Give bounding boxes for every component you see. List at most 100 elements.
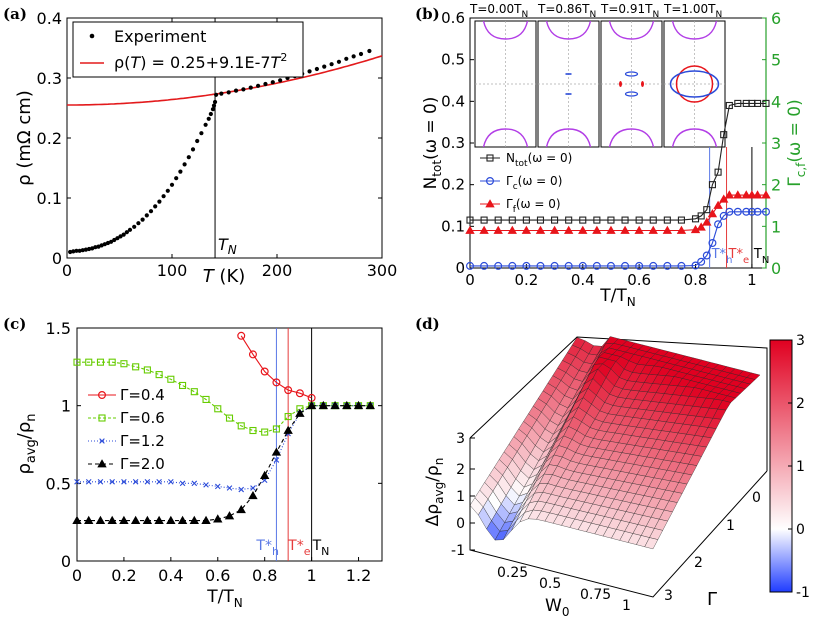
panel-b-vline-label: T*e	[728, 247, 750, 266]
experiment-point	[178, 169, 183, 174]
panel-b-vline-label: TN	[753, 247, 769, 266]
experiment-point	[121, 232, 126, 237]
panel-c-marker	[107, 515, 117, 525]
panel-c-marker	[249, 426, 257, 435]
panel-b-xtick-label: 0.6	[627, 271, 651, 289]
panel-a-ytick-label: 0	[52, 249, 62, 268]
panel-a-xtick-label: 300	[367, 261, 398, 280]
panel-d-ztick-label: 1	[456, 489, 465, 505]
panel-b-marker	[466, 216, 474, 224]
panel-c-ticks: 0 0.2 0.4 0.6 0.8 1 1.2 0 0.5 1 1.5	[46, 319, 382, 585]
experiment-point	[210, 107, 216, 112]
experiment-point	[157, 199, 162, 204]
panel-c-xtick-label: 0	[72, 566, 82, 585]
legend-marker	[486, 154, 494, 162]
panel-b-marker	[579, 216, 587, 224]
colorbar-tick-label: 3	[796, 333, 805, 349]
experiment-point	[190, 147, 196, 152]
panel-b-marker	[649, 261, 658, 270]
experiment-point	[71, 249, 76, 254]
experiment-point	[68, 249, 73, 255]
experiment-point	[127, 227, 133, 232]
pocket-ellipse	[624, 71, 639, 77]
panel-c-marker	[237, 422, 245, 430]
panel-c-marker	[179, 480, 186, 487]
panel-b-marker	[725, 101, 733, 110]
panel-b-marker	[761, 190, 771, 199]
panel-b-marker	[635, 261, 644, 270]
panel-c-marker	[144, 478, 151, 485]
panel-c-marker	[225, 414, 234, 422]
panel-c-marker	[167, 375, 175, 383]
panel-c-marker	[143, 366, 151, 374]
legend-marker	[97, 391, 106, 400]
panel-b-marker	[663, 261, 672, 270]
panel-c-marker	[226, 485, 233, 491]
panel-c-marker	[272, 378, 281, 387]
panel-b-marker	[719, 211, 728, 220]
panel-d-xtick-label: 0.5	[539, 576, 561, 592]
experiment-point	[256, 83, 261, 88]
panel-d: -1 0 1 2 3 0.25 0.5 0.75 1 0 1 2 3 Δρavg/ρn W0 Γ -1 0…	[423, 333, 810, 619]
panel-d-surface	[469, 336, 761, 550]
panel-b-marker	[649, 216, 657, 224]
panel-d-ztick-label: 0	[456, 516, 465, 532]
panel-a-ylabel: ρ (mΩ cm)	[14, 90, 35, 186]
experiment-point	[211, 103, 217, 108]
panel-a-ytick-label: 0.1	[37, 189, 62, 208]
experiment-point	[212, 99, 218, 105]
panel-c-ytick-label: 0.5	[46, 474, 71, 493]
panel-d-xtick-label: 0.25	[497, 565, 528, 581]
panel-c-marker	[96, 358, 105, 366]
experiment-point	[99, 243, 104, 248]
panel-c-marker	[155, 371, 163, 379]
experiment-point	[102, 242, 107, 247]
panel-b-marker	[606, 261, 615, 270]
panel-b-marker	[697, 212, 705, 220]
panel-b-marker	[747, 190, 757, 199]
panel-a: 0 100 200 300 0 0.1 0.2 0.3 0.4 TN Experiment ρ(…	[14, 9, 397, 287]
panel-c-marker	[342, 400, 352, 410]
fermi-circle	[675, 65, 714, 103]
experiment-point	[314, 66, 319, 72]
panel-c-marker	[224, 511, 235, 520]
panel-b-series-line	[470, 102, 766, 221]
panel-b-ylabel-right: Γc,f(ω = 0)	[785, 99, 808, 187]
panel-c-marker	[142, 515, 153, 525]
panel-b-marker	[634, 225, 644, 234]
panel-d-xtick-label: 1	[622, 598, 631, 614]
legend-label: Ntot(ω = 0)	[506, 151, 572, 169]
panel-b-marker	[747, 207, 756, 216]
panel-b-xtick-label: 0.4	[571, 271, 595, 289]
experiment-point	[161, 194, 166, 199]
panel-b-marker	[662, 225, 673, 234]
panel-b-series-line	[470, 211, 766, 267]
panel-b-ytick-label: 0.6	[441, 9, 465, 27]
inset-title: T=0.00TN	[469, 2, 528, 20]
panel-b-marker	[677, 216, 685, 224]
panel-b-marker	[691, 261, 700, 270]
panel-c-marker	[272, 425, 280, 433]
experiment-point	[219, 91, 224, 96]
panel-c-marker	[273, 457, 280, 463]
panel-b-ytick-label: 0.2	[441, 176, 465, 194]
panel-c-xtick-label: 0.2	[111, 566, 136, 585]
panel-b-marker	[714, 168, 722, 176]
panel-c-marker	[189, 515, 199, 525]
panel-b-xtick-label: 0	[465, 271, 475, 289]
panel-b-marker	[607, 216, 615, 224]
panel-b: 0 0.2 0.4 0.6 0.8 100.10.20.30.40.50.60123456…	[421, 2, 808, 309]
panel-b-ylabel-left: Ntot(ω = 0)	[421, 97, 444, 190]
panel-c-series-line	[240, 335, 312, 399]
panel-b-marker	[592, 261, 601, 270]
panel-c-marker	[283, 425, 293, 434]
experiment-point	[367, 48, 372, 54]
panel-c-marker	[121, 478, 127, 485]
panel-c: 0 0.2 0.4 0.6 0.8 1 1.2 0 0.5 1 1.5 T*h T*e TN Γ=0.4…	[14, 319, 383, 610]
panel-b-marker	[697, 257, 706, 266]
panel-b-marker	[508, 261, 517, 270]
panel-c-xlabel: T/TN	[206, 587, 242, 610]
panel-b-marker	[724, 190, 735, 199]
panel-c-marker	[248, 350, 257, 359]
panel-b-marker	[578, 225, 588, 234]
